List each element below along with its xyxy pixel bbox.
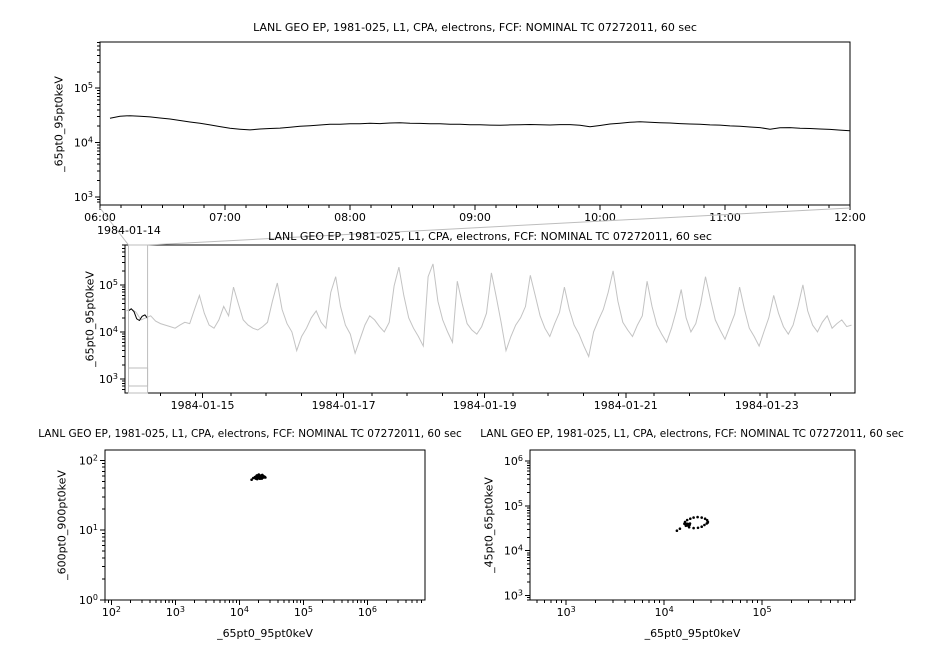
y-tick-label: 103 bbox=[504, 589, 523, 603]
x-tick-label: 106 bbox=[358, 605, 377, 619]
x-tick-label: 102 bbox=[102, 605, 121, 619]
y-tick-label: 104 bbox=[74, 136, 93, 150]
plot-middle[interactable]: 1984-01-15 1984-01-17 1984-01-19 1984-01-21… bbox=[99, 244, 856, 412]
scatter-points bbox=[250, 473, 267, 482]
plot-bl[interactable]: 102 103 104 105 106 100 101 102 bbox=[79, 449, 426, 619]
x-tick-label: 104 bbox=[655, 605, 674, 619]
plot-top[interactable]: 06:00 07:00 08:00 09:00 10:00 11:00 12:0010310… bbox=[74, 41, 866, 224]
y-tick-label: 105 bbox=[99, 278, 118, 292]
x-tick-label: 09:00 bbox=[459, 211, 491, 224]
overview-line bbox=[126, 263, 852, 359]
y-tick-label: 106 bbox=[504, 454, 523, 468]
y-tick-label: 100 bbox=[79, 593, 98, 607]
x-tick-label: 12:00 bbox=[834, 211, 866, 224]
zoom-range-handle[interactable] bbox=[128, 367, 149, 387]
plot-top-ylabel: _65pt0_95pt0keV bbox=[52, 76, 66, 172]
connector-right-line bbox=[147, 207, 851, 246]
zoom-range-box[interactable] bbox=[128, 244, 149, 394]
x-tick-label: 11:00 bbox=[709, 211, 741, 224]
plot-bottom-left-ylabel: _600pt0_900pt0keV bbox=[55, 470, 69, 580]
plot-bottom-left-xlabel: _65pt0_95pt0keV bbox=[217, 627, 313, 640]
plot-bottom-right-ylabel: _45pt0_65pt0keV bbox=[482, 477, 496, 573]
x-tick-label: 105 bbox=[294, 605, 313, 619]
plot-middle-title: LANL GEO EP, 1981-025, L1, CPA, electron… bbox=[268, 230, 712, 243]
y-tick-label: 104 bbox=[504, 544, 523, 558]
plot-bottom-right-xlabel: _65pt0_95pt0keV bbox=[644, 627, 741, 640]
plot-bottom-left-title: LANL GEO EP, 1981-025, L1, CPA, electron… bbox=[38, 428, 462, 440]
scatter-points bbox=[675, 515, 710, 532]
plot-frame bbox=[529, 449, 856, 601]
y-tick-label: 105 bbox=[74, 81, 93, 95]
x-tick-label: 06:00 bbox=[84, 211, 116, 224]
plot-frame bbox=[104, 449, 426, 601]
x-tick-label: 07:00 bbox=[209, 211, 241, 224]
y-tick-label: 104 bbox=[99, 325, 118, 339]
x-tick-label: 1984-01-17 bbox=[312, 399, 376, 412]
plot-bottom-right-title: LANL GEO EP, 1981-025, L1, CPA, electron… bbox=[480, 428, 904, 440]
x-tick-label: 104 bbox=[230, 605, 249, 619]
x-tick-label: 103 bbox=[557, 605, 576, 619]
y-tick-label: 103 bbox=[74, 190, 93, 204]
plot-br[interactable]: 103 104 105 103 104 105 106 bbox=[504, 449, 856, 619]
x-tick-label: 1984-01-23 bbox=[735, 399, 799, 412]
y-tick-label: 103 bbox=[99, 372, 118, 386]
x-tick-label: 1984-01-19 bbox=[453, 399, 517, 412]
x-tick-label: 08:00 bbox=[334, 211, 366, 224]
y-tick-label: 102 bbox=[79, 453, 98, 467]
context-date-label: 1984-01-14 bbox=[97, 224, 161, 237]
detail-line bbox=[109, 115, 851, 132]
x-tick-label: 1984-01-15 bbox=[171, 399, 235, 412]
plot-frame bbox=[99, 41, 851, 206]
x-tick-label: 103 bbox=[166, 605, 185, 619]
plot-middle-ylabel: _65pt0_95pt0keV bbox=[83, 271, 97, 367]
y-tick-label: 105 bbox=[504, 499, 523, 513]
y-tick-label: 101 bbox=[79, 523, 98, 537]
zoom-context-connector[interactable] bbox=[99, 207, 851, 394]
highlight-line bbox=[128, 308, 148, 322]
plot-frame bbox=[124, 244, 856, 394]
x-tick-label: 105 bbox=[752, 605, 771, 619]
connector-left-line bbox=[99, 207, 129, 246]
plot-top-title: LANL GEO EP, 1981-025, L1, CPA, electron… bbox=[253, 21, 697, 34]
x-tick-label: 1984-01-21 bbox=[594, 399, 658, 412]
